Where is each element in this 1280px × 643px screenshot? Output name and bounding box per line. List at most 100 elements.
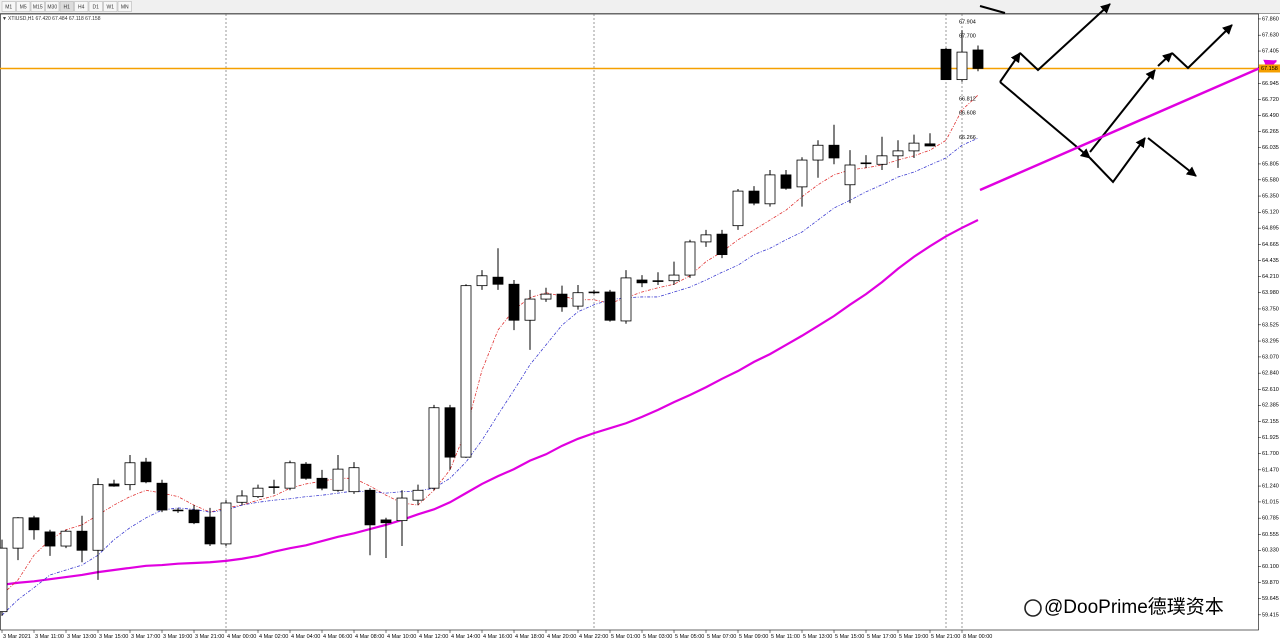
candle-body <box>860 162 872 165</box>
y-tick-label: 63.295 <box>1262 339 1279 345</box>
candle-body <box>332 468 344 491</box>
candle-body <box>668 274 680 282</box>
timeframe-label[interactable]: MN <box>121 4 129 10</box>
candle-body <box>444 407 456 458</box>
x-tick-label: 4 Mar 02:00 <box>259 634 288 640</box>
candle-body <box>556 293 568 308</box>
candle-body <box>44 531 56 547</box>
y-tick-label: 64.210 <box>1262 274 1279 280</box>
candle-body <box>732 190 744 227</box>
candle-body <box>716 233 728 256</box>
candle-body <box>300 463 312 479</box>
timeframe-label[interactable]: W1 <box>107 4 115 10</box>
timeframe-button[interactable] <box>30 1 45 12</box>
y-tick-label: 61.700 <box>1262 451 1279 457</box>
x-tick-label: 3 Mar 15:00 <box>99 634 128 640</box>
timeframe-label[interactable]: H1 <box>64 4 71 10</box>
candle-body <box>700 234 712 243</box>
candle-body <box>252 487 264 498</box>
candle-body <box>236 495 248 503</box>
moving-average <box>1 219 979 586</box>
y-tick-label: 64.895 <box>1262 226 1279 232</box>
plot <box>0 14 1258 630</box>
y-tick-label: 60.100 <box>1262 564 1279 570</box>
y-tick-label: 64.665 <box>1262 242 1279 248</box>
x-tick-label: 3 Mar 11:00 <box>35 634 64 640</box>
timeframe-button[interactable] <box>45 1 60 12</box>
y-tick-label: 60.330 <box>1262 548 1279 554</box>
candle-body <box>28 517 40 531</box>
candle-body <box>524 298 536 321</box>
candle-body <box>492 276 504 285</box>
candle-body <box>636 279 648 284</box>
timeframe-button[interactable] <box>103 1 118 12</box>
x-tick-label: 3 Mar 13:00 <box>67 634 96 640</box>
timeframe-label[interactable]: D1 <box>93 4 100 10</box>
drawing-arrow <box>999 52 1021 83</box>
candle-body <box>364 489 376 526</box>
candle-body <box>572 292 584 307</box>
drawing-arrow <box>1171 24 1233 70</box>
y-tick-label: 61.015 <box>1262 499 1279 505</box>
x-tick-label: 4 Mar 16:00 <box>483 634 512 640</box>
candle-body <box>220 502 232 545</box>
timeframe-button[interactable] <box>16 1 31 12</box>
y-tick-label: 66.945 <box>1262 81 1279 87</box>
y-tick-label: 63.070 <box>1262 354 1279 360</box>
current-price-box <box>1259 64 1280 73</box>
y-tick-label: 65.580 <box>1262 177 1279 183</box>
candle-body <box>508 283 520 321</box>
drawing-arrow <box>1089 137 1146 184</box>
timeframe-bar: M1 M5 M15 M30 H1 H4 D1 W1 MN <box>1 1 132 12</box>
candle-body <box>956 51 968 81</box>
y-tick-label: 65.805 <box>1262 161 1279 167</box>
x-tick-label: 4 Mar 14:00 <box>451 634 480 640</box>
x-tick-label: 4 Mar 08:00 <box>355 634 384 640</box>
x-tick-label: 5 Mar 19:00 <box>899 634 928 640</box>
x-tick-label: 4 Mar 12:00 <box>419 634 448 640</box>
timeframe-button[interactable] <box>1 1 16 12</box>
x-tick-label: 5 Mar 11:00 <box>771 634 800 640</box>
watermark-text: @DooPrime德璞资本 <box>1044 596 1224 618</box>
candle-body <box>940 48 952 81</box>
candle-body <box>620 277 632 322</box>
timeframe-button[interactable] <box>117 1 132 12</box>
candle-body <box>92 484 104 551</box>
timeframe-label[interactable]: M30 <box>47 4 57 10</box>
candle-body <box>828 144 840 159</box>
candle-body <box>476 275 488 287</box>
candle-body <box>908 142 920 152</box>
y-tick-label: 63.750 <box>1262 306 1279 312</box>
x-tick-label: 5 Mar 15:00 <box>835 634 864 640</box>
x-tick-label: 5 Mar 21:00 <box>931 634 960 640</box>
candle-body <box>876 155 888 165</box>
candle-body <box>780 174 792 189</box>
timeframe-label[interactable]: M15 <box>33 4 43 10</box>
candle-body <box>460 285 472 458</box>
timeframe-button[interactable] <box>88 1 103 12</box>
timeframe-button[interactable] <box>59 1 74 12</box>
candle-body <box>972 49 984 69</box>
timeframe-label[interactable]: H4 <box>78 4 85 10</box>
y-tick-label: 62.155 <box>1262 419 1279 425</box>
x-tick-label: 4 Mar 22:00 <box>579 634 608 640</box>
drawings <box>979 3 1278 192</box>
timeframe-button[interactable] <box>74 1 89 12</box>
candle-body <box>924 143 936 147</box>
y-tick-label: 66.490 <box>1262 113 1279 119</box>
y-tick-label: 59.415 <box>1262 612 1279 618</box>
y-tick-label: 61.470 <box>1262 467 1279 473</box>
y-tick-label: 60.555 <box>1262 532 1279 538</box>
plot-frame <box>0 13 1259 631</box>
x-tick-label: 5 Mar 01:00 <box>611 634 640 640</box>
candle-body <box>124 462 136 486</box>
candle-body <box>892 150 904 157</box>
timeframe-label[interactable]: M5 <box>20 4 27 10</box>
toolbar-bg <box>0 0 1280 13</box>
y-tick-label: 62.385 <box>1262 403 1279 409</box>
y-tick-label: 67.860 <box>1262 16 1279 22</box>
timeframe-label[interactable]: M1 <box>5 4 12 10</box>
x-tick-label: 4 Mar 00:00 <box>227 634 256 640</box>
